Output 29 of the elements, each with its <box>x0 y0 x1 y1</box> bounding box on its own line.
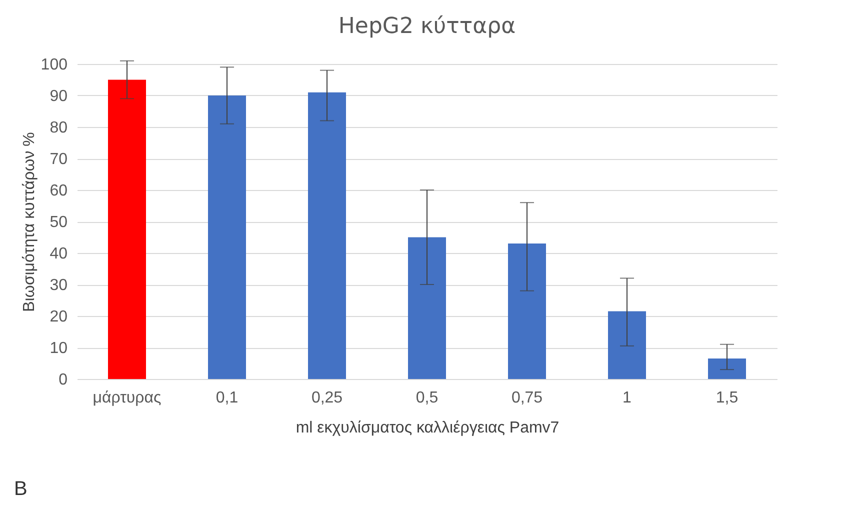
bar <box>208 96 246 379</box>
x-tick-label: 0,1 <box>216 390 238 406</box>
y-tick-label: 60 <box>50 182 68 200</box>
x-tick-label: 1 <box>622 390 632 406</box>
x-tick-label: 0,25 <box>311 390 343 406</box>
text: B <box>14 478 28 501</box>
y-tick-label: 20 <box>50 308 68 326</box>
y-tick-label: 40 <box>50 246 68 262</box>
x-tick-label: μάρτυρας <box>92 390 162 406</box>
x-tick-label: 0,75 <box>511 390 543 406</box>
bar <box>108 80 146 379</box>
bar <box>508 244 546 379</box>
bar <box>708 358 746 379</box>
y-tick-label: 80 <box>50 120 68 136</box>
y-tick-label: 70 <box>50 151 68 168</box>
y-tick-label: 0 <box>58 372 68 388</box>
y-axis-title: Βιωσιμότητα κυττάρων % <box>20 132 38 312</box>
y-tick-label: 50 <box>50 214 68 231</box>
x-tick-label: 1,5 <box>716 390 738 406</box>
bar <box>608 311 646 379</box>
bar <box>408 237 446 379</box>
x-axis-title: ml εκχυλίσματος καλλιέργειας Pamv7 <box>296 420 560 436</box>
x-tick-label: 0,5 <box>416 390 438 406</box>
chart-title: HepG2 κύτταρα <box>338 14 516 39</box>
y-tick-label: 90 <box>50 88 68 105</box>
y-tick-label: 30 <box>50 277 68 294</box>
bar <box>308 92 346 379</box>
y-tick-label: 10 <box>50 340 68 357</box>
y-tick-label: 100 <box>40 56 68 74</box>
